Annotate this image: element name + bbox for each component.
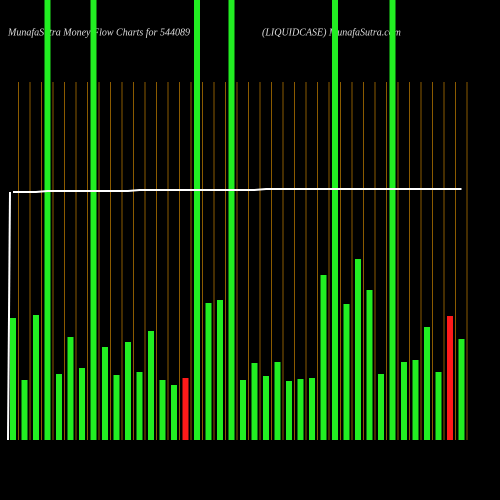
bar	[263, 376, 269, 440]
bar	[412, 360, 419, 440]
line-lead	[7, 191, 11, 441]
bar	[44, 0, 51, 440]
bar	[332, 0, 338, 440]
bar	[21, 380, 28, 440]
bar	[343, 304, 350, 440]
bar	[182, 378, 189, 440]
bar	[113, 375, 120, 440]
bar	[320, 275, 327, 440]
bar	[148, 331, 154, 440]
bar	[56, 374, 62, 440]
bar	[125, 342, 131, 440]
bar	[171, 385, 177, 440]
bar	[217, 300, 223, 440]
chart-subtitle: (LIQUIDCASE) MunafaSutra.com	[262, 27, 401, 38]
chart-title: MunafaSutra Money Flow Charts for 544089	[7, 27, 190, 38]
bar	[435, 372, 442, 440]
bar	[90, 0, 97, 440]
bar	[366, 290, 373, 440]
bar	[205, 303, 212, 440]
bar	[67, 337, 74, 440]
bar	[79, 368, 85, 440]
bar	[458, 339, 465, 440]
bar	[194, 0, 200, 440]
bar	[447, 316, 453, 440]
bar	[10, 318, 16, 440]
bar	[240, 380, 246, 440]
bar	[355, 259, 361, 440]
bar	[102, 347, 108, 440]
bar	[286, 381, 292, 440]
bar	[159, 380, 166, 440]
bar	[389, 0, 396, 440]
bar	[424, 327, 430, 440]
money-flow-line	[13, 188, 462, 193]
bar	[136, 372, 143, 440]
bar	[378, 374, 384, 440]
bar	[401, 362, 407, 440]
bar	[33, 315, 39, 440]
bar	[228, 0, 235, 440]
bar	[309, 378, 315, 440]
bar	[297, 379, 304, 440]
bar	[274, 362, 281, 440]
bar	[251, 363, 258, 440]
